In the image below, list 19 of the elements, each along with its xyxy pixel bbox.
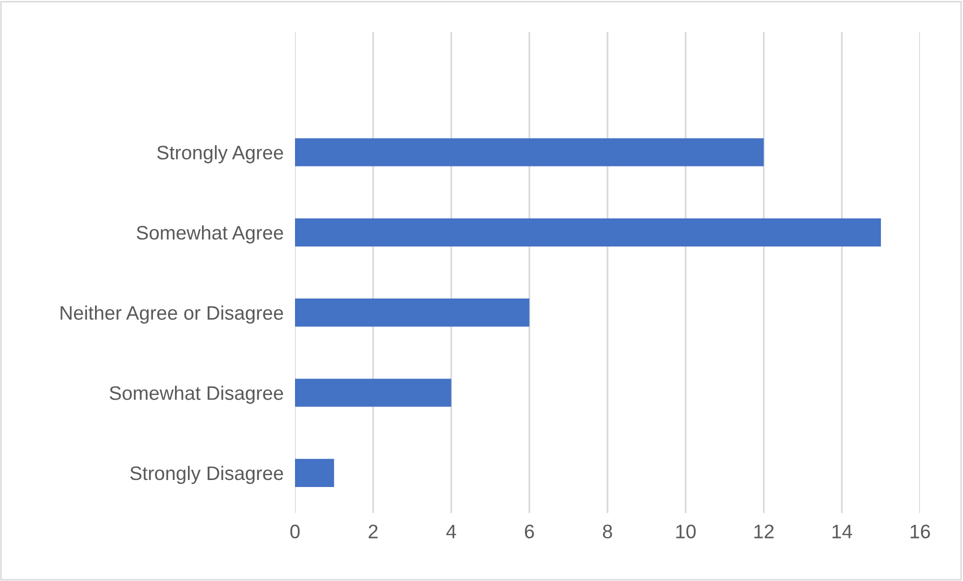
bar [295,138,764,166]
y-tick-label: Strongly Disagree [130,466,284,484]
y-tick-label: Somewhat Disagree [110,386,284,404]
x-tick-label: 10 [676,524,696,538]
bar [295,458,334,487]
x-tick-label: 12 [754,524,774,538]
x-tick-label: 16 [910,524,930,538]
bar [295,378,452,407]
y-tick-label: Neither Agree or Disagree [60,306,284,324]
x-tick-label: 14 [832,524,852,538]
x-tick-label: 8 [602,524,612,538]
bar [295,298,530,327]
y-tick-label: Somewhat Agree [136,225,284,244]
x-tick-label: 4 [446,524,456,538]
bar [295,218,881,246]
x-tick-label: 0 [290,524,300,538]
x-tick-label: 6 [524,524,534,538]
x-tick-label: 2 [368,524,378,538]
y-tick-label: Strongly Agree [157,145,284,164]
